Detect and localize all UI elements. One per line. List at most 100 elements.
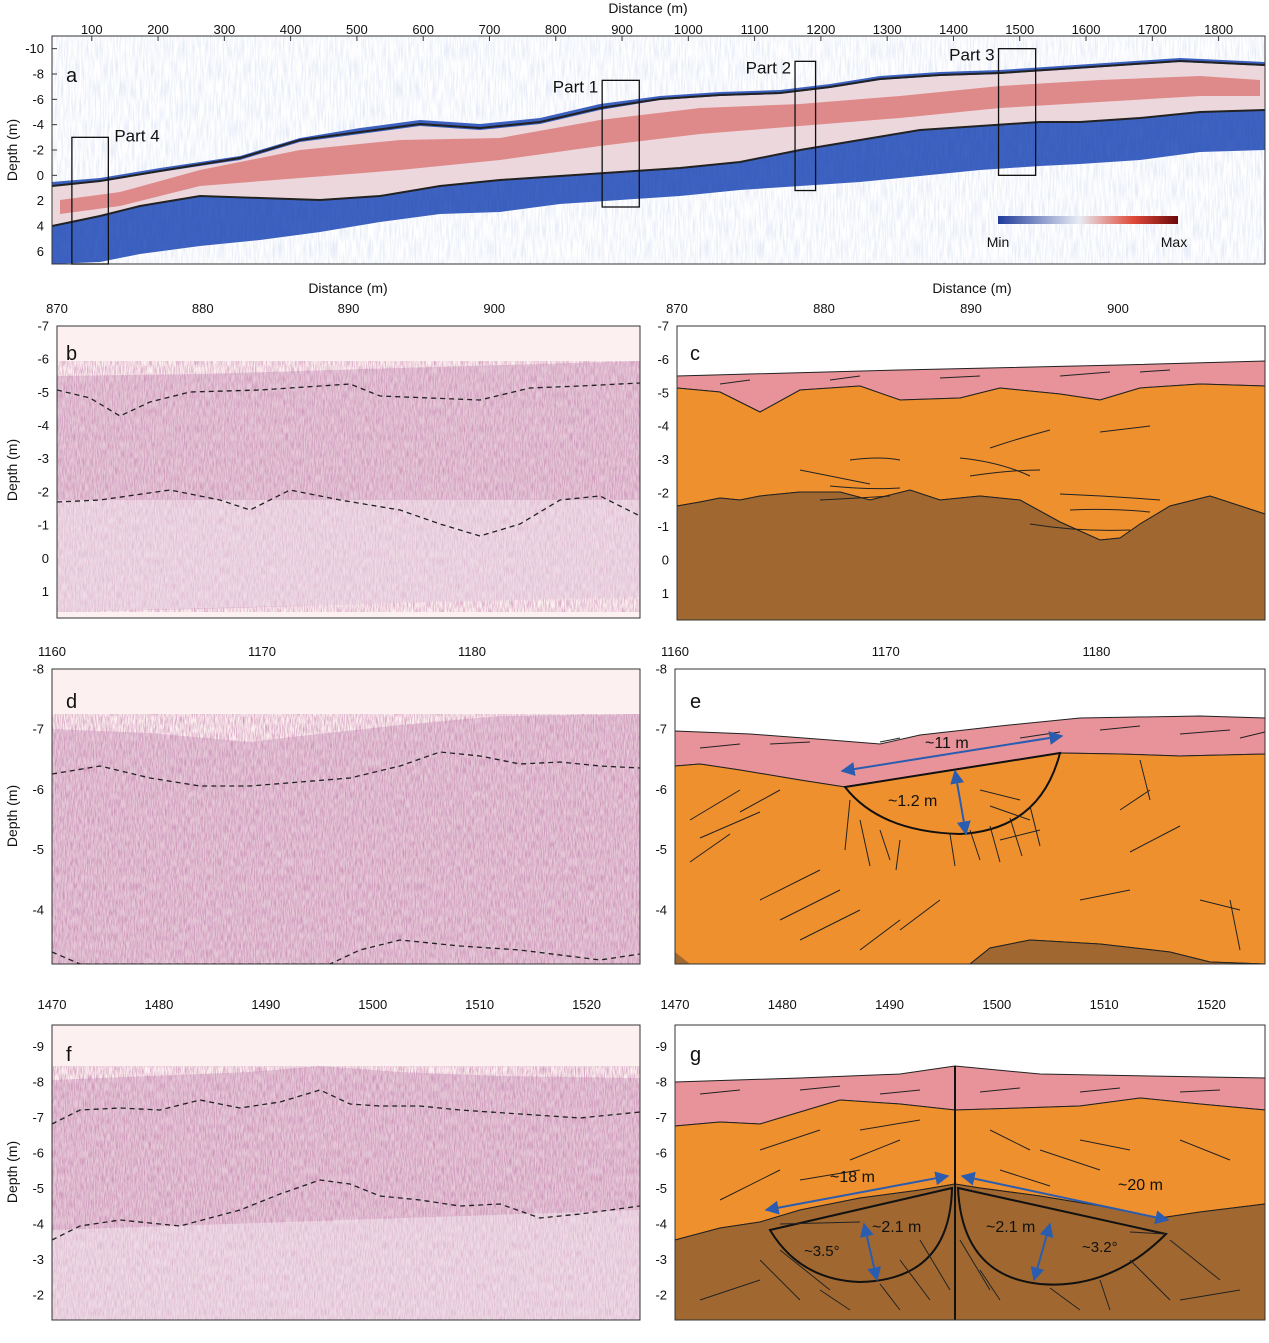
panel-d-xticks: 1160 1170 1180 [38, 644, 486, 674]
panel-e-reflectors [689, 725, 1266, 951]
x-tick-label: 100 [81, 22, 103, 37]
y-tick-label: -9 [655, 1039, 667, 1054]
x-tick-label: 870 [46, 301, 68, 316]
panel-a-xticks: 100 200 300 400 500 600 700 800 900 1000 1100 1200 1… [81, 22, 1233, 41]
panel-a-colorbar [998, 216, 1178, 224]
panel-b-ylabel: Depth (m) [4, 439, 20, 501]
panel-d-letter: d [66, 691, 77, 713]
panel-c-xlabel: Distance (m) [932, 280, 1011, 296]
y-tick-label: -5 [655, 842, 667, 857]
panel-f-letter: f [66, 1044, 72, 1066]
panel-d-radar-texture [52, 714, 640, 964]
y-tick-label: -4 [32, 902, 44, 917]
x-tick-label: 400 [280, 22, 302, 37]
y-tick-label: -8 [32, 1074, 44, 1089]
panel-g-right-width-arrow [960, 1171, 1170, 1225]
panel-e-annotation-depth: ~1.2 m [888, 793, 937, 810]
y-tick-label: -10 [25, 41, 44, 56]
x-tick-label: 1700 [1138, 22, 1167, 37]
y-tick-label: -9 [32, 1039, 44, 1054]
x-tick-label: 1000 [674, 22, 703, 37]
panel-g-annotation-right-width: ~20 m [1118, 1177, 1163, 1194]
x-tick-label: 1600 [1072, 22, 1101, 37]
panel-e: 1160 1170 1180 -8 -7 -6 -5 -4 ~11 m ~1.2 m e [655, 644, 1266, 965]
box-part-2 [794, 60, 817, 192]
panel-b-letter: b [66, 343, 77, 365]
y-tick-label: -4 [32, 117, 44, 132]
x-tick-label: 600 [412, 22, 434, 37]
y-tick-label: -6 [32, 1145, 44, 1160]
panel-c: Distance (m) 870 880 890 900 -7 -6 -5 -4 -3 -2 -1… [657, 280, 1266, 621]
x-tick-label: 1520 [572, 997, 601, 1012]
panel-g-frame [674, 1024, 1266, 1321]
panel-g-letter: g [690, 1044, 701, 1066]
y-tick-label: 2 [37, 193, 44, 208]
x-tick-label: 1500 [982, 997, 1011, 1012]
y-tick-label: -6 [32, 92, 44, 107]
y-tick-label: -6 [655, 782, 667, 797]
panel-g-annotation-right-angle: ~3.2° [1082, 1239, 1118, 1256]
x-tick-label: 1470 [661, 997, 690, 1012]
x-tick-label: 800 [545, 22, 567, 37]
panel-a-frame [51, 35, 1266, 265]
x-tick-label: 1180 [1082, 644, 1110, 659]
x-tick-label: 1170 [248, 644, 276, 659]
panel-a-letter: a [66, 65, 78, 87]
y-tick-label: -8 [655, 662, 667, 677]
y-tick-label: 1 [662, 586, 669, 601]
x-tick-label: 870 [666, 301, 688, 316]
y-tick-label: -8 [32, 662, 44, 677]
y-tick-label: -6 [655, 1145, 667, 1160]
panel-g-right-depth-arrow [1030, 1222, 1054, 1282]
y-tick-label: -4 [657, 419, 669, 434]
y-tick-label: -4 [655, 1217, 667, 1232]
panel-g-annotation-right-depth: ~2.1 m [986, 1219, 1035, 1236]
panel-a-ylabel: Depth (m) [4, 119, 20, 181]
y-tick-label: -4 [32, 1217, 44, 1232]
panel-e-middle-layer [674, 752, 1266, 965]
panel-e-xticks: 1160 1170 1180 [661, 644, 1110, 674]
box-label: Part 2 [746, 58, 791, 77]
y-tick-label: -5 [655, 1181, 667, 1196]
x-tick-label: 1100 [741, 22, 769, 37]
panel-b-dashed-lower [57, 489, 640, 537]
y-tick-label: -6 [32, 782, 44, 797]
box-part-1 [601, 79, 640, 208]
x-tick-label: 1400 [939, 22, 968, 37]
y-tick-label: -8 [32, 67, 44, 82]
x-tick-label: 1170 [872, 644, 900, 659]
x-tick-label: 900 [1107, 301, 1129, 316]
x-tick-label: 1480 [144, 997, 173, 1012]
y-tick-label: -5 [37, 385, 49, 400]
y-tick-label: -4 [655, 902, 667, 917]
x-tick-label: 1180 [458, 644, 486, 659]
panel-g-xticks: 1470 1480 1490 1500 1510 1520 [661, 997, 1226, 1030]
panel-f-dashed-lower [52, 1179, 640, 1241]
panel-c-lower-layer [676, 489, 1266, 621]
x-tick-label: 1160 [661, 644, 689, 659]
y-tick-label: -7 [37, 319, 49, 334]
panel-e-letter: e [690, 691, 701, 713]
panel-d: 1160 1170 1180 -8 -7 -6 -5 -4 Depth (m) d [4, 644, 641, 965]
x-tick-label: 1490 [251, 997, 280, 1012]
y-tick-label: -6 [657, 352, 669, 367]
y-tick-label: -8 [655, 1074, 667, 1089]
panel-f-fade [52, 1210, 640, 1320]
x-tick-label: 1300 [873, 22, 902, 37]
panel-a-red-core [60, 76, 1260, 214]
panel-b: Distance (m) 870 880 890 900 -7 -6 -5 -4 -3 -2 -1… [4, 280, 641, 619]
y-tick-label: -2 [32, 143, 44, 158]
x-tick-label: 500 [346, 22, 368, 37]
panel-b-radar-texture [57, 361, 640, 612]
panel-c-letter: c [690, 343, 700, 365]
panel-b-xlabel: Distance (m) [308, 280, 387, 296]
box-part-4 [71, 136, 109, 265]
y-tick-label: -7 [655, 1110, 667, 1125]
y-tick-label: 6 [37, 244, 44, 259]
y-tick-label: -5 [32, 842, 44, 857]
y-tick-label: -5 [32, 1181, 44, 1196]
box-label: Part 4 [114, 126, 159, 145]
y-tick-label: 4 [37, 219, 44, 234]
panel-g-channel-right [956, 1186, 1168, 1286]
